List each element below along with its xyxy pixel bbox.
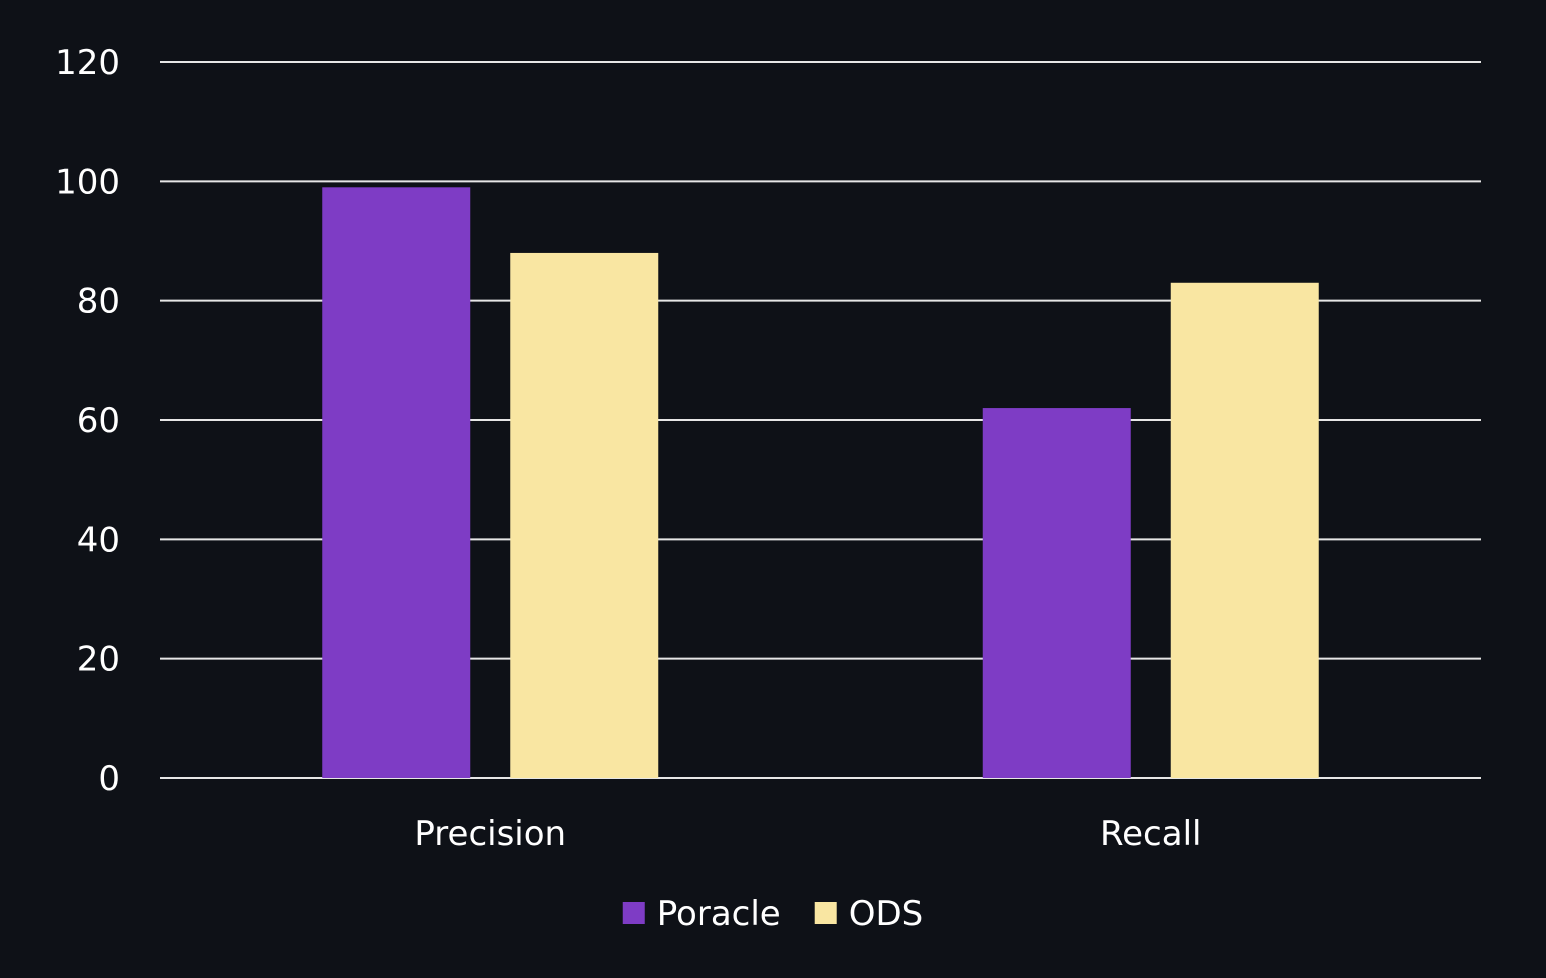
y-tick-label: 0 bbox=[98, 759, 120, 799]
bars bbox=[322, 187, 1319, 779]
legend-label: Poracle bbox=[657, 894, 781, 934]
x-category-label: Recall bbox=[1100, 814, 1201, 854]
bar-ods-precision bbox=[510, 252, 659, 778]
bar-ods-recall bbox=[1170, 282, 1319, 778]
y-axis-tick-labels: 0 20 40 60 80 100 120 bbox=[55, 43, 120, 799]
y-tick-label: 60 bbox=[77, 401, 120, 441]
y-tick-label: 20 bbox=[77, 640, 120, 680]
y-tick-label: 100 bbox=[55, 162, 120, 202]
x-axis-category-labels: Precision Recall bbox=[414, 814, 1201, 854]
bar-poracle-precision bbox=[322, 187, 471, 779]
legend-item-ods: ODS bbox=[814, 894, 924, 934]
legend-item-poracle: Poracle bbox=[622, 894, 781, 934]
y-tick-label: 80 bbox=[77, 282, 120, 322]
y-tick-label: 40 bbox=[77, 520, 120, 560]
legend-label: ODS bbox=[849, 894, 924, 934]
y-tick-label: 120 bbox=[55, 43, 120, 83]
x-category-label: Precision bbox=[414, 814, 566, 854]
legend: Poracle ODS bbox=[622, 894, 924, 934]
bar-poracle-recall bbox=[982, 408, 1131, 778]
legend-swatch bbox=[814, 902, 837, 924]
legend-swatch bbox=[622, 902, 645, 924]
